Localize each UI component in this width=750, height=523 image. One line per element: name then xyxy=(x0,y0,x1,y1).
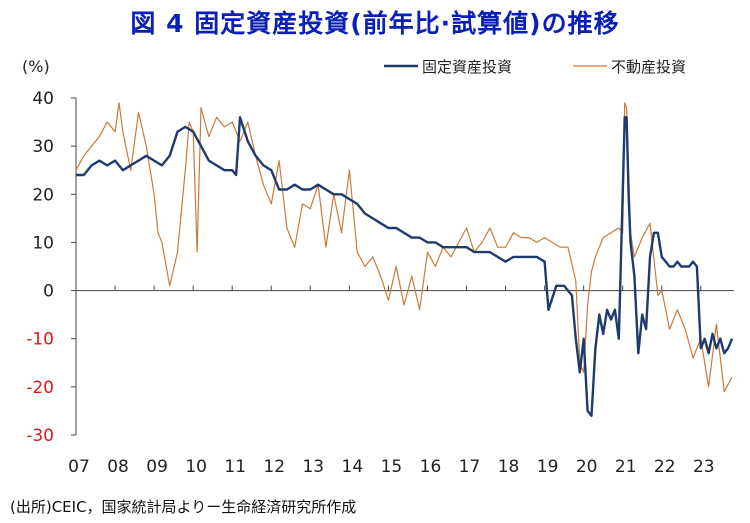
x-tick-label: 07 xyxy=(68,457,90,477)
x-tick-label: 11 xyxy=(224,457,246,477)
legend-fixed-asset-investment-label: 固定資産投資 xyxy=(422,58,512,76)
x-tick-label: 10 xyxy=(185,457,207,477)
x-tick-label: 15 xyxy=(381,457,403,477)
line-chart: 固定資産投資 不動産投資 40 30 20 10 0 -10 -20 -30 07 08 09 10 1… xyxy=(26,58,734,477)
y-tick-label: 10 xyxy=(32,233,54,253)
y-tick-label: 0 xyxy=(43,282,54,302)
source-note: (出所)CEIC，国家統計局よりー生命経済研究所作成 xyxy=(10,498,357,516)
legend-property-investment-label: 不動産投資 xyxy=(611,58,686,76)
x-tick-label: 20 xyxy=(576,457,598,477)
y-tick-label: -30 xyxy=(26,426,54,446)
chart-title: 図 4 固定資産投資(前年比·試算値)の推移 xyxy=(130,9,620,38)
y-unit-label: (%) xyxy=(22,57,50,76)
y-tick-label: 20 xyxy=(32,185,54,205)
y-tick-labels: 40 30 20 10 0 -10 -20 -30 xyxy=(26,89,54,446)
y-tick-label: -20 xyxy=(26,378,54,398)
x-tick-label: 09 xyxy=(146,457,168,477)
x-tick-label: 08 xyxy=(107,457,129,477)
x-tick-label: 19 xyxy=(537,457,559,477)
series-line-fixed-asset-investment xyxy=(76,116,734,417)
chart-axes xyxy=(71,97,734,436)
chart-lines xyxy=(75,102,734,417)
series-line-property-investment xyxy=(75,102,733,393)
x-tick-label: 17 xyxy=(459,457,481,477)
x-tick-label: 21 xyxy=(615,457,637,477)
x-tick-label: 22 xyxy=(654,457,676,477)
x-tick-label: 18 xyxy=(498,457,520,477)
y-tick-label: -10 xyxy=(26,330,54,350)
x-tick-label: 13 xyxy=(302,457,324,477)
x-tick-label: 16 xyxy=(420,457,442,477)
x-tick-label: 14 xyxy=(342,457,364,477)
y-tick-label: 40 xyxy=(32,89,54,109)
chart-legend: 固定資産投資 不動産投資 xyxy=(384,58,686,76)
y-tick-label: 30 xyxy=(32,137,54,157)
x-tick-labels: 07 08 09 10 11 12 13 14 15 16 17 18 19 20 21 22 23 xyxy=(68,457,714,477)
x-tick-label: 23 xyxy=(693,457,715,477)
x-tick-label: 12 xyxy=(263,457,285,477)
